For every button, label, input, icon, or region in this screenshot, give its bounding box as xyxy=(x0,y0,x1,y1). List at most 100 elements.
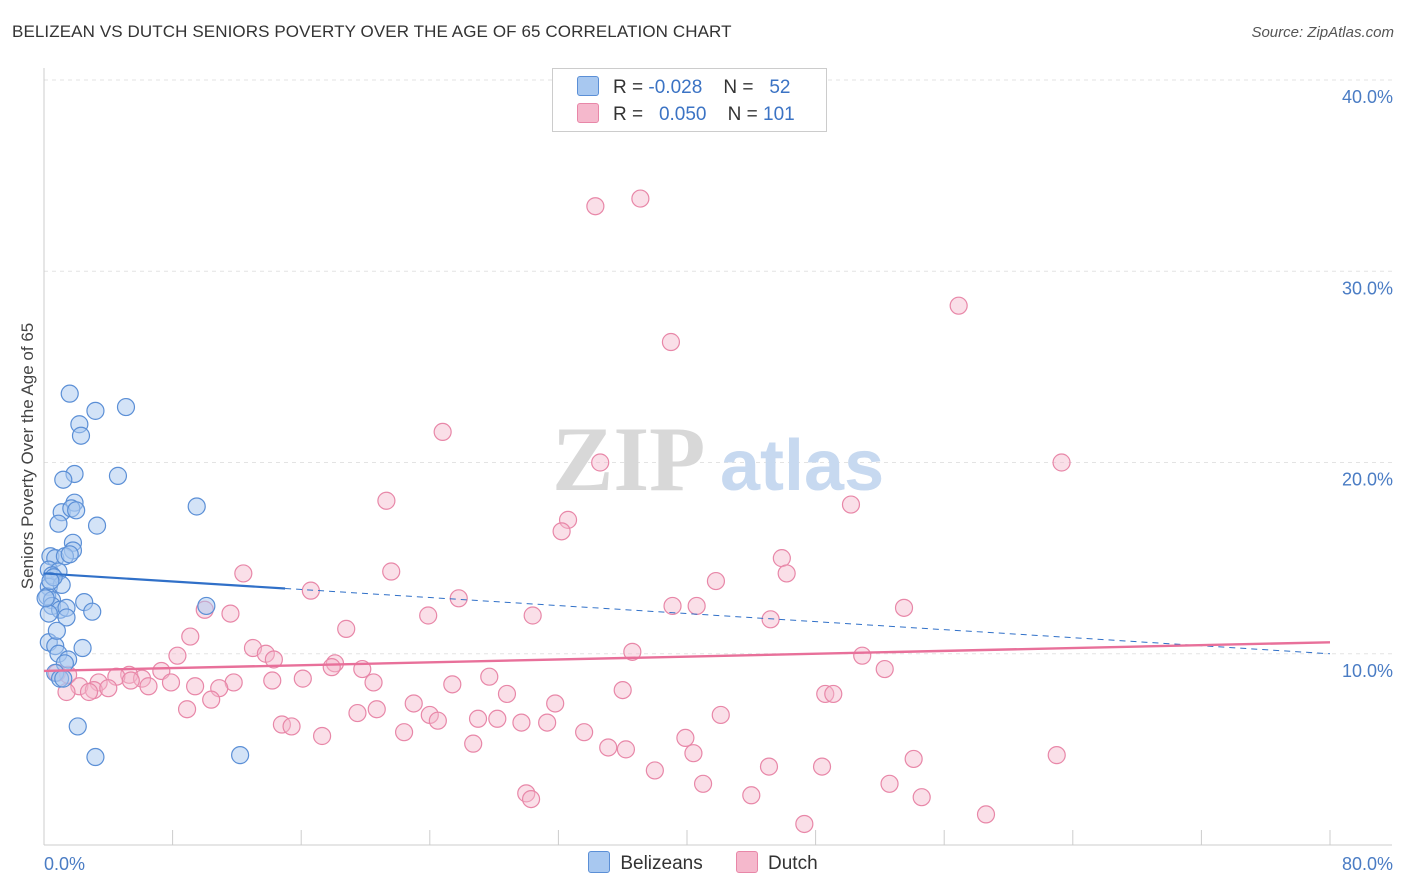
legend-r-value: 0.050 xyxy=(658,104,707,125)
y-tick-label: 40.0% xyxy=(1342,87,1393,107)
dutch-point xyxy=(586,197,605,216)
trend-lines xyxy=(43,572,1331,673)
dutch-point xyxy=(181,627,200,646)
dutch-point xyxy=(394,723,414,742)
dutch-point xyxy=(186,677,205,696)
dutch-point xyxy=(428,711,447,730)
dutch-point xyxy=(139,677,158,696)
dutch-point xyxy=(263,671,282,690)
dutch-point xyxy=(841,495,861,514)
dutch-point xyxy=(661,332,681,352)
dutch-point xyxy=(824,684,843,704)
dutch-point xyxy=(377,491,396,510)
dutch-point xyxy=(645,761,664,780)
dutch-point xyxy=(293,669,312,688)
belizean-point xyxy=(71,426,91,445)
dutch-point xyxy=(706,571,726,591)
dutch-point xyxy=(558,510,578,529)
dutch-point xyxy=(599,738,618,757)
legend-r-value: -0.028 xyxy=(648,77,703,98)
belizean-point xyxy=(87,516,107,535)
dutch-point xyxy=(301,581,320,600)
legend-label: Dutch xyxy=(768,853,818,874)
dutch-point xyxy=(348,703,367,723)
correlation-legend: R = -0.028 N = 52 R = 0.050 N = 101 xyxy=(552,68,827,132)
belizean-point xyxy=(108,466,128,485)
dutch-point xyxy=(591,453,610,472)
dutch-swatch xyxy=(736,851,759,873)
belizean-trend-line xyxy=(43,572,286,590)
legend-r-label: R = xyxy=(613,104,644,125)
belizean-point xyxy=(41,571,60,591)
x-tick-label: 0.0% xyxy=(44,854,85,874)
belizean-point xyxy=(68,717,87,736)
dutch-point xyxy=(433,422,452,441)
legend-n-label: N = xyxy=(723,77,754,98)
belizean-swatch xyxy=(588,851,611,873)
watermark-atlas: atlas xyxy=(720,426,884,506)
legend-r-label: R = xyxy=(613,77,644,98)
belizean-point xyxy=(60,384,79,403)
dutch-point xyxy=(404,694,423,713)
dutch-point xyxy=(904,749,923,769)
dutch-point xyxy=(168,646,187,665)
dutch-point xyxy=(894,598,914,617)
dutch-point xyxy=(693,774,713,793)
belizean-point xyxy=(57,608,76,627)
dutch-point xyxy=(443,675,462,694)
dutch-point xyxy=(613,680,632,700)
belizean-point xyxy=(39,604,58,623)
dutch-point xyxy=(517,784,536,803)
dutch-point xyxy=(234,564,253,583)
dutch-swatch xyxy=(577,103,599,123)
belizean-point xyxy=(116,397,136,417)
belizean-point xyxy=(49,514,68,533)
belizean-point xyxy=(54,470,73,489)
watermark-zip: ZIP xyxy=(552,408,705,510)
dutch-point xyxy=(337,619,356,638)
x-tick-labels: 0.0% 80.0% xyxy=(44,854,1393,874)
dutch-point xyxy=(177,700,197,719)
x-tick-label: 80.0% xyxy=(1342,854,1393,874)
belizean-point xyxy=(231,746,250,765)
legend-n-value: 52 xyxy=(769,77,791,98)
dutch-point xyxy=(488,709,507,728)
dutch-point xyxy=(684,744,703,763)
dutch-point xyxy=(812,757,832,776)
dutch-point xyxy=(449,589,468,608)
belizean-point xyxy=(86,401,105,420)
belizean-point xyxy=(197,596,216,616)
dutch-point xyxy=(912,788,931,807)
legend-n-label: N = xyxy=(727,104,758,125)
dutch-point xyxy=(202,690,221,709)
legend-n-value: 101 xyxy=(763,104,795,125)
y-tick-label: 20.0% xyxy=(1342,470,1393,490)
dutch-point xyxy=(552,522,571,541)
dutch-point xyxy=(676,728,695,748)
dutch-point xyxy=(742,786,761,805)
legend-item-dutch: Dutch xyxy=(736,851,818,875)
legend-item-belizeans: Belizeans xyxy=(588,851,703,875)
belizean-point xyxy=(54,669,73,688)
dutch-point xyxy=(663,596,682,616)
legend-row-belizean: R = -0.028 N = 52 xyxy=(577,76,790,100)
dutch-point xyxy=(161,673,181,692)
dutch-point xyxy=(623,642,642,661)
dutch-point xyxy=(777,564,796,583)
y-tick-label: 30.0% xyxy=(1342,278,1393,298)
dutch-point xyxy=(121,671,140,690)
dutch-point xyxy=(976,805,996,824)
dutch-point xyxy=(364,673,383,692)
belizean-point xyxy=(47,621,66,640)
dutch-point xyxy=(761,610,780,629)
dutch-point xyxy=(795,814,814,834)
dutch-point xyxy=(419,606,438,625)
dutch-point xyxy=(221,604,240,623)
dutch-point xyxy=(382,562,401,581)
dutch-point xyxy=(1052,453,1071,472)
dutch-point xyxy=(538,713,557,732)
belizean-point xyxy=(36,589,55,608)
dutch-point xyxy=(853,646,872,665)
series-legend: Belizeans Dutch xyxy=(0,851,1406,875)
dutch-point xyxy=(875,659,894,679)
